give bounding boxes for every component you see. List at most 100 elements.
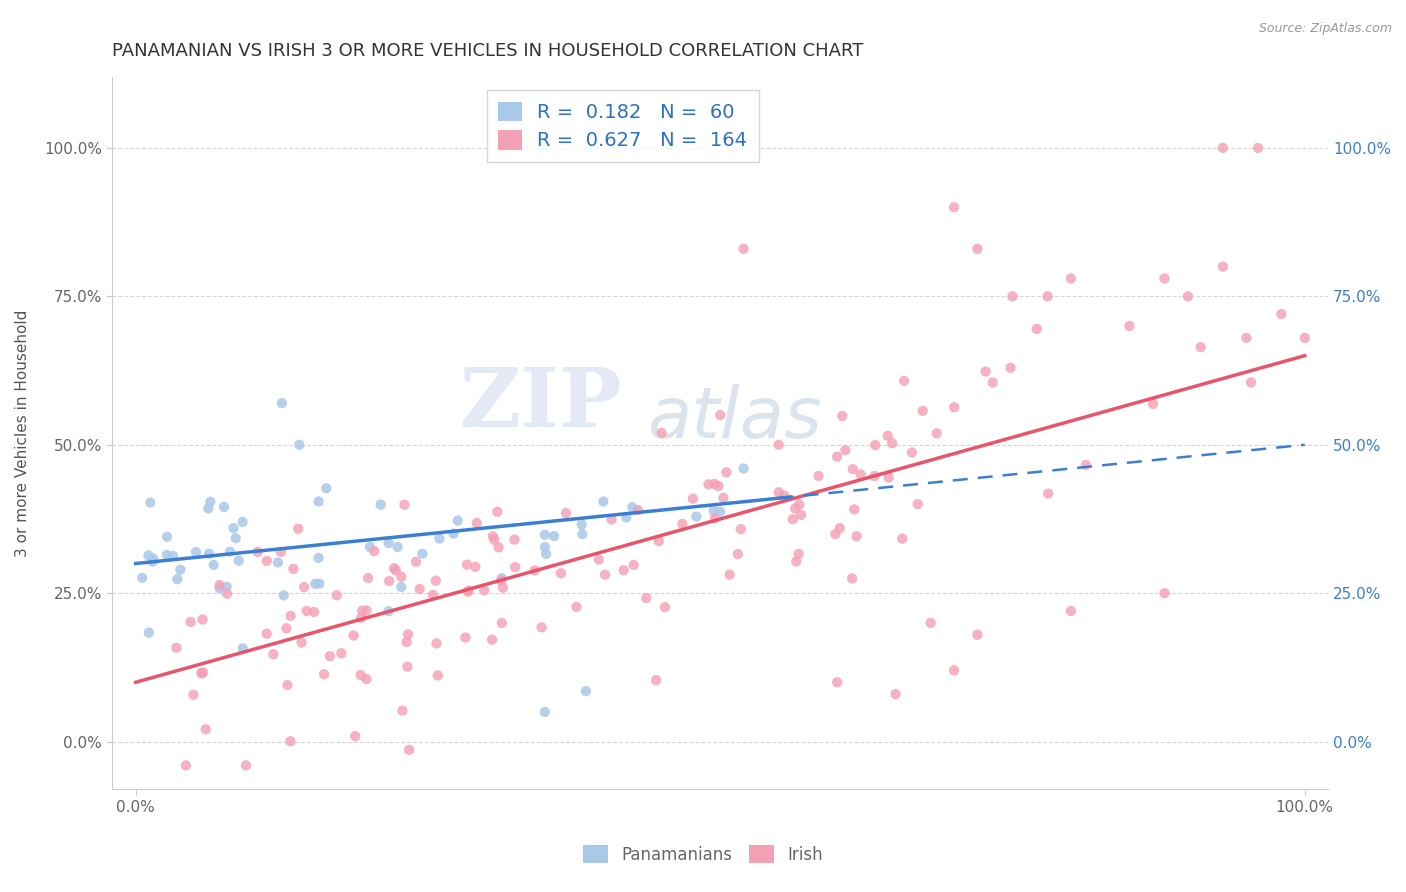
Point [534, 547, 557, 561]
Point [891, 532, 914, 546]
Point [425, 574, 447, 588]
Point [131, 571, 153, 585]
Point [422, 588, 444, 602]
Point [295, 604, 318, 618]
Point [482, 529, 505, 543]
Point [1153, 586, 1175, 600]
Point [232, 515, 254, 529]
Point [398, 743, 420, 757]
Point [1118, 318, 1140, 333]
Point [429, 532, 451, 546]
Point [314, 667, 336, 681]
Point [273, 588, 295, 602]
Point [1234, 331, 1257, 345]
Point [395, 635, 418, 649]
Point [1270, 307, 1292, 321]
Point [162, 549, 184, 563]
Point [1247, 141, 1270, 155]
Point [308, 494, 330, 508]
Point [464, 559, 486, 574]
Point [911, 404, 934, 418]
Point [730, 522, 752, 536]
Point [359, 540, 381, 554]
Point [443, 526, 465, 541]
Point [543, 529, 565, 543]
Point [405, 555, 427, 569]
Point [523, 563, 546, 577]
Point [593, 567, 616, 582]
Point [330, 646, 353, 660]
Point [342, 628, 364, 642]
Point [703, 511, 725, 525]
Point [156, 530, 179, 544]
Point [370, 498, 392, 512]
Point [966, 628, 988, 642]
Text: atlas: atlas [647, 384, 823, 453]
Point [481, 632, 503, 647]
Point [592, 494, 614, 508]
Point [454, 631, 477, 645]
Point [363, 544, 385, 558]
Point [217, 587, 239, 601]
Point [555, 506, 578, 520]
Point [465, 516, 488, 530]
Point [447, 514, 470, 528]
Point [550, 566, 572, 581]
Point [235, 758, 257, 772]
Point [943, 401, 966, 415]
Point [825, 450, 848, 464]
Point [308, 576, 330, 591]
Point [489, 574, 512, 588]
Point [408, 582, 430, 596]
Point [943, 200, 966, 214]
Point [256, 626, 278, 640]
Point [219, 544, 242, 558]
Point [1036, 486, 1059, 500]
Point [215, 580, 238, 594]
Point [1074, 458, 1097, 472]
Point [377, 536, 399, 550]
Point [302, 605, 325, 619]
Point [703, 477, 725, 491]
Point [267, 556, 290, 570]
Point [357, 571, 380, 585]
Point [882, 436, 904, 450]
Point [863, 469, 886, 483]
Point [773, 489, 796, 503]
Point [156, 548, 179, 562]
Point [387, 540, 409, 554]
Point [709, 505, 731, 519]
Point [787, 547, 810, 561]
Point [733, 461, 755, 475]
Point [304, 577, 326, 591]
Point [169, 563, 191, 577]
Point [503, 560, 526, 574]
Point [1189, 340, 1212, 354]
Point [1212, 260, 1234, 274]
Point [184, 545, 207, 559]
Point [315, 481, 337, 495]
Point [276, 621, 298, 635]
Point [378, 574, 401, 588]
Point [534, 705, 557, 719]
Point [190, 665, 212, 680]
Point [614, 510, 637, 524]
Point [225, 531, 247, 545]
Point [1240, 376, 1263, 390]
Point [1001, 289, 1024, 303]
Point [627, 503, 650, 517]
Point [1036, 289, 1059, 303]
Point [825, 675, 848, 690]
Point [319, 649, 342, 664]
Point [484, 533, 506, 547]
Point [396, 627, 419, 641]
Point [893, 374, 915, 388]
Point [228, 554, 250, 568]
Point [391, 704, 413, 718]
Point [326, 588, 349, 602]
Point [139, 495, 162, 509]
Point [491, 615, 513, 630]
Point [785, 501, 807, 516]
Point [636, 591, 658, 605]
Point [707, 479, 730, 493]
